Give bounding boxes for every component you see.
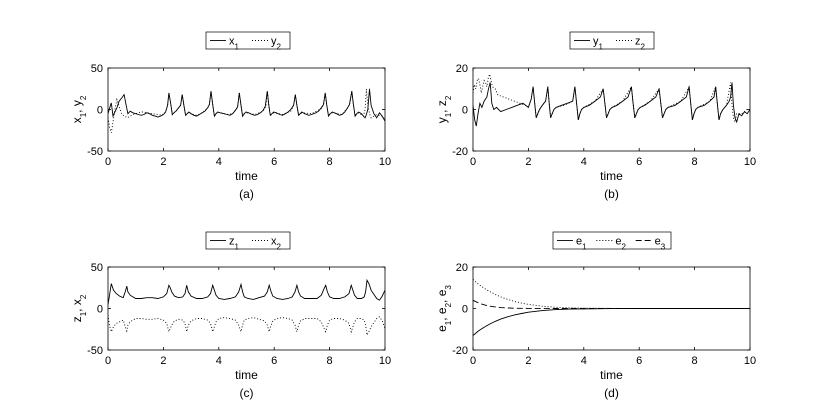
x-tick-label: 2 <box>525 156 531 168</box>
y-tick-label: -20 <box>452 146 468 158</box>
series-e2-line <box>473 279 750 309</box>
y-tick-label: 0 <box>462 105 468 117</box>
series-z2-line <box>473 72 750 124</box>
legend-label-e1: e1 <box>576 236 587 252</box>
legend-box <box>205 231 291 250</box>
x-tick-label: 10 <box>744 156 756 168</box>
legend-label-e3: e3 <box>655 236 666 252</box>
legend-label-z2: z2 <box>635 36 646 52</box>
x-tick-label: 10 <box>379 355 391 367</box>
x-tick-label: 10 <box>744 355 756 367</box>
plot-frame <box>107 266 386 351</box>
x-axis-label: time <box>600 169 623 183</box>
x-tick-label: 2 <box>525 355 531 367</box>
y-tick-label: -50 <box>87 345 103 357</box>
y-tick-label: -20 <box>452 345 468 357</box>
x-tick-label: 6 <box>271 355 277 367</box>
y-axis-label: x1, y2 <box>70 95 88 123</box>
x-tick-label: 4 <box>581 156 587 168</box>
x-tick-label: 0 <box>105 355 111 367</box>
y-tick-label: 0 <box>462 304 468 316</box>
y-tick-label: 50 <box>91 262 103 274</box>
x-tick-label: 6 <box>636 355 642 367</box>
legend-label-y1: y1 <box>593 36 604 52</box>
y-axis-label: e1, e2, e3 <box>435 285 453 332</box>
y-tick-label: 20 <box>456 63 468 75</box>
panel-caption: (a) <box>239 187 254 201</box>
x-tick-label: 8 <box>692 156 698 168</box>
legend-label-e2: e2 <box>615 236 626 252</box>
plot-frame <box>107 67 386 152</box>
x-tick-label: 0 <box>105 156 111 168</box>
series-e3-line <box>473 299 750 309</box>
panel-caption: (d) <box>604 386 619 400</box>
series-y2-line <box>108 88 385 133</box>
legend-box <box>205 31 291 50</box>
x-tick-label: 4 <box>581 355 587 367</box>
panel-caption: (c) <box>240 386 254 400</box>
x-tick-label: 2 <box>160 156 166 168</box>
x-axis-label: time <box>600 368 623 382</box>
legend-label-x2: x2 <box>271 236 282 252</box>
x-tick-label: 8 <box>327 156 333 168</box>
x-tick-label: 8 <box>327 355 333 367</box>
x-tick-label: 2 <box>160 355 166 367</box>
plot-frame <box>472 67 751 152</box>
y-axis-label: y1, z2 <box>435 95 453 123</box>
y-axis-label: z1, x2 <box>70 294 88 322</box>
legend: y1 z2 <box>569 31 655 52</box>
x-axis-label: time <box>235 169 258 183</box>
y-tick-label: 50 <box>91 63 103 75</box>
panel-caption: (b) <box>604 187 619 201</box>
series-x2-line <box>108 315 385 337</box>
x-tick-label: 4 <box>216 355 222 367</box>
x-tick-label: 6 <box>271 156 277 168</box>
x-axis-label: time <box>235 368 258 382</box>
legend: z1 x2 <box>205 231 291 252</box>
y-tick-label: -50 <box>87 146 103 158</box>
legend-label-y2: y2 <box>271 36 282 52</box>
x-tick-label: 8 <box>692 355 698 367</box>
x-tick-label: 0 <box>470 156 476 168</box>
legend-label-z1: z1 <box>229 236 240 252</box>
series-z1-line <box>108 278 385 305</box>
legend-label-x1: x1 <box>229 36 240 52</box>
x-tick-label: 0 <box>470 355 476 367</box>
series-y1-line <box>473 82 750 127</box>
x-tick-label: 10 <box>379 156 391 168</box>
series-e1-line <box>473 308 750 336</box>
x-tick-label: 4 <box>216 156 222 168</box>
legend: e1 e2 e3 <box>552 231 672 252</box>
y-tick-label: 20 <box>456 262 468 274</box>
y-tick-label: 0 <box>97 304 103 316</box>
y-tick-label: 0 <box>97 105 103 117</box>
x-tick-label: 6 <box>636 156 642 168</box>
legend: x1 y2 <box>205 31 291 52</box>
series-x1-line <box>108 88 385 122</box>
legend-box <box>569 31 655 50</box>
